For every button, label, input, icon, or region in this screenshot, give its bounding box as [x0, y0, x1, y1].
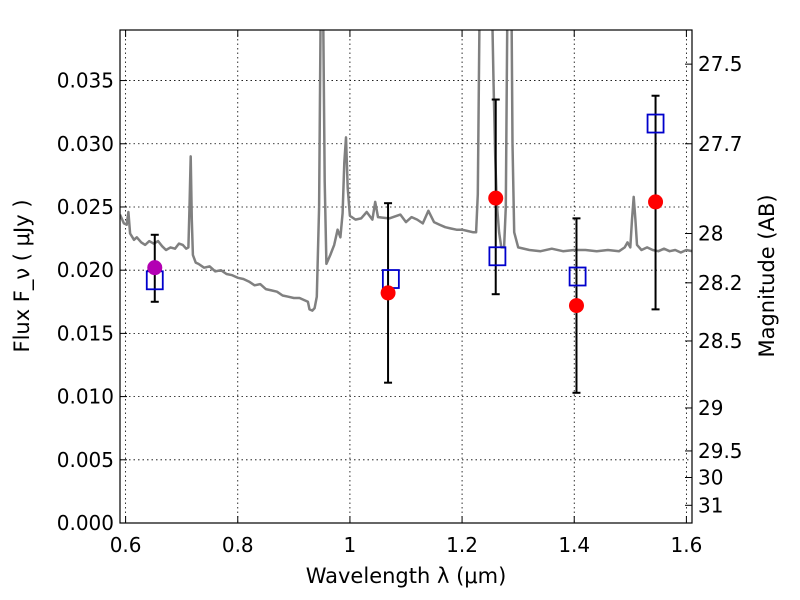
y-tick-label: 0.005: [57, 448, 114, 472]
mag-tick-label: 28: [698, 222, 723, 246]
plot-area: [120, 30, 692, 312]
ticks: [120, 30, 692, 524]
y-tick-label: 0.010: [57, 385, 114, 409]
y-tick-label: 0.020: [57, 258, 114, 282]
observed-flux-point: [147, 260, 163, 276]
x-tick-label: 1.6: [670, 533, 702, 557]
mag-tick-label: 27.7: [698, 132, 743, 156]
model-square-marker: [568, 266, 587, 287]
mag-tick-label: 28.2: [698, 271, 743, 295]
observed-flux-point: [380, 285, 396, 301]
data-markers: [145, 94, 665, 394]
x-axis-label: Wavelength λ (μm): [306, 564, 507, 588]
y-axis-right-label: Magnitude (AB): [755, 194, 779, 357]
mag-tick-label: 28.5: [698, 329, 743, 353]
model-square-marker: [488, 246, 507, 267]
observed-flux-point: [488, 190, 504, 206]
y-tick-label: 0.015: [57, 321, 114, 345]
y-tick-label: 0.030: [57, 132, 114, 156]
grid: [120, 30, 692, 524]
y-tick-label: 0.025: [57, 195, 114, 219]
observed-flux-point: [648, 194, 664, 210]
mag-tick-label: 27.5: [698, 52, 743, 76]
y-tick-label: 0.035: [57, 69, 114, 93]
spectrum-line: [120, 30, 692, 312]
mag-tick-label: 30: [698, 465, 723, 489]
x-tick-label: 0.8: [222, 533, 254, 557]
y-axis-label: Flux F_ν ( μJy ): [10, 199, 35, 352]
mag-tick-label: 31: [698, 493, 723, 517]
observed-flux-point: [568, 298, 584, 314]
x-tick-label: 1.4: [558, 533, 590, 557]
y-tick-label: 0.000: [57, 511, 114, 535]
tick-labels: 0.6 0.8 1 1.2 1.4 1.6 0.000 0.005 0.010 0.015 0.02…: [57, 52, 743, 557]
x-tick-label: 1.2: [446, 533, 478, 557]
plot-frame: [119, 29, 693, 524]
model-square-marker: [381, 269, 400, 289]
x-tick-label: 0.6: [110, 533, 142, 557]
mag-tick-label: 29.5: [698, 439, 743, 463]
x-tick-label: 1: [344, 533, 357, 557]
mag-tick-label: 29: [698, 396, 723, 420]
model-square-marker: [646, 113, 665, 134]
